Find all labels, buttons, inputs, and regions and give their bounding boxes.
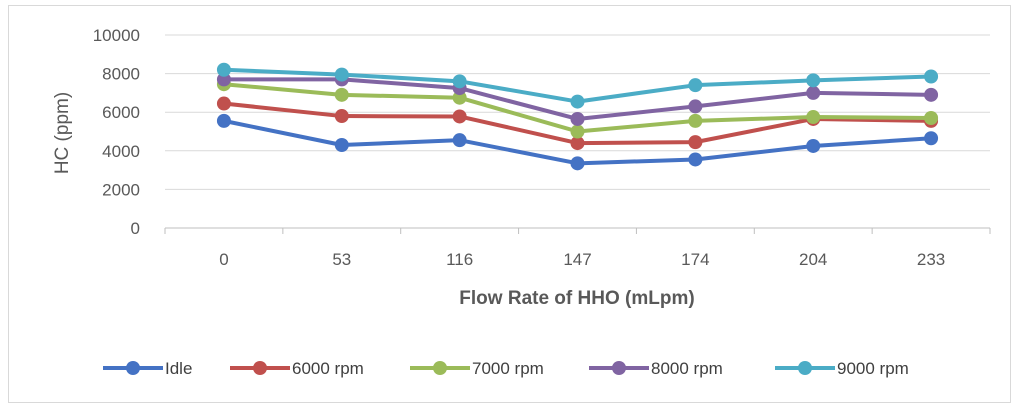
data-point — [334, 138, 349, 153]
legend: Idle 6000 rpm 7000 rpm 8000 rpm 9000 rpm — [103, 359, 909, 378]
data-point — [216, 72, 231, 87]
series-7000-rpm — [216, 77, 939, 139]
data-point — [216, 96, 231, 111]
legend-label: 6000 rpm — [292, 359, 364, 378]
legend-item: 7000 rpm — [410, 359, 544, 378]
legend-item: Idle — [103, 359, 192, 378]
y-tick-label: 6000 — [102, 103, 140, 122]
x-tick-label: 0 — [219, 250, 228, 269]
data-point — [570, 136, 585, 151]
x-tick-label: 116 — [446, 250, 473, 269]
data-point — [924, 69, 939, 84]
legend-swatch-marker — [433, 361, 447, 375]
x-tick-label: 147 — [563, 250, 591, 269]
x-tick-label: 204 — [799, 250, 827, 269]
data-point — [452, 90, 467, 105]
legend-swatch-marker — [253, 361, 267, 375]
data-point — [334, 109, 349, 124]
data-point — [452, 74, 467, 89]
y-axis-title: HC (ppm) — [52, 92, 73, 174]
data-point — [688, 113, 703, 128]
data-point — [334, 87, 349, 102]
data-point — [806, 85, 821, 100]
x-axis-title: Flow Rate of HHO (mLpm) — [459, 288, 694, 309]
chart-frame — [8, 5, 1011, 403]
data-point — [570, 94, 585, 109]
data-point — [570, 156, 585, 171]
data-point — [806, 138, 821, 153]
data-point — [570, 111, 585, 126]
legend-item: 9000 rpm — [775, 359, 909, 378]
data-point — [452, 109, 467, 124]
legend-label: 8000 rpm — [651, 359, 723, 378]
data-point — [570, 124, 585, 139]
y-tick-label: 0 — [131, 219, 140, 238]
data-point — [452, 133, 467, 148]
data-point — [806, 110, 821, 125]
y-tick-label: 8000 — [102, 65, 140, 84]
series-9000-rpm — [216, 62, 939, 109]
data-point — [924, 87, 939, 102]
x-tick-label: 233 — [917, 250, 945, 269]
legend-swatch-marker — [612, 361, 626, 375]
data-point — [216, 113, 231, 128]
legend-swatch-marker — [798, 361, 812, 375]
data-point — [806, 73, 821, 88]
data-point — [924, 131, 939, 146]
data-point — [688, 152, 703, 167]
legend-label: Idle — [165, 359, 192, 378]
y-tick-label: 4000 — [102, 142, 140, 161]
y-tick-label: 10000 — [93, 26, 140, 45]
legend-label: 9000 rpm — [837, 359, 909, 378]
data-point — [688, 78, 703, 93]
legend-swatch-marker — [126, 361, 140, 375]
data-point — [334, 67, 349, 82]
legend-item: 6000 rpm — [230, 359, 364, 378]
x-tick-label: 174 — [681, 250, 709, 269]
series-idle — [216, 113, 939, 171]
data-point — [924, 110, 939, 125]
data-point — [688, 99, 703, 114]
legend-item: 8000 rpm — [589, 359, 723, 378]
y-tick-label: 2000 — [102, 180, 140, 199]
data-point — [688, 135, 703, 150]
legend-label: 7000 rpm — [472, 359, 544, 378]
axes: 0 2000 4000 6000 8000 10000 0 53 116 147 174 204 233 — [93, 26, 991, 269]
x-tick-label: 53 — [332, 250, 351, 269]
data-point — [216, 62, 231, 77]
series-group — [216, 62, 939, 171]
